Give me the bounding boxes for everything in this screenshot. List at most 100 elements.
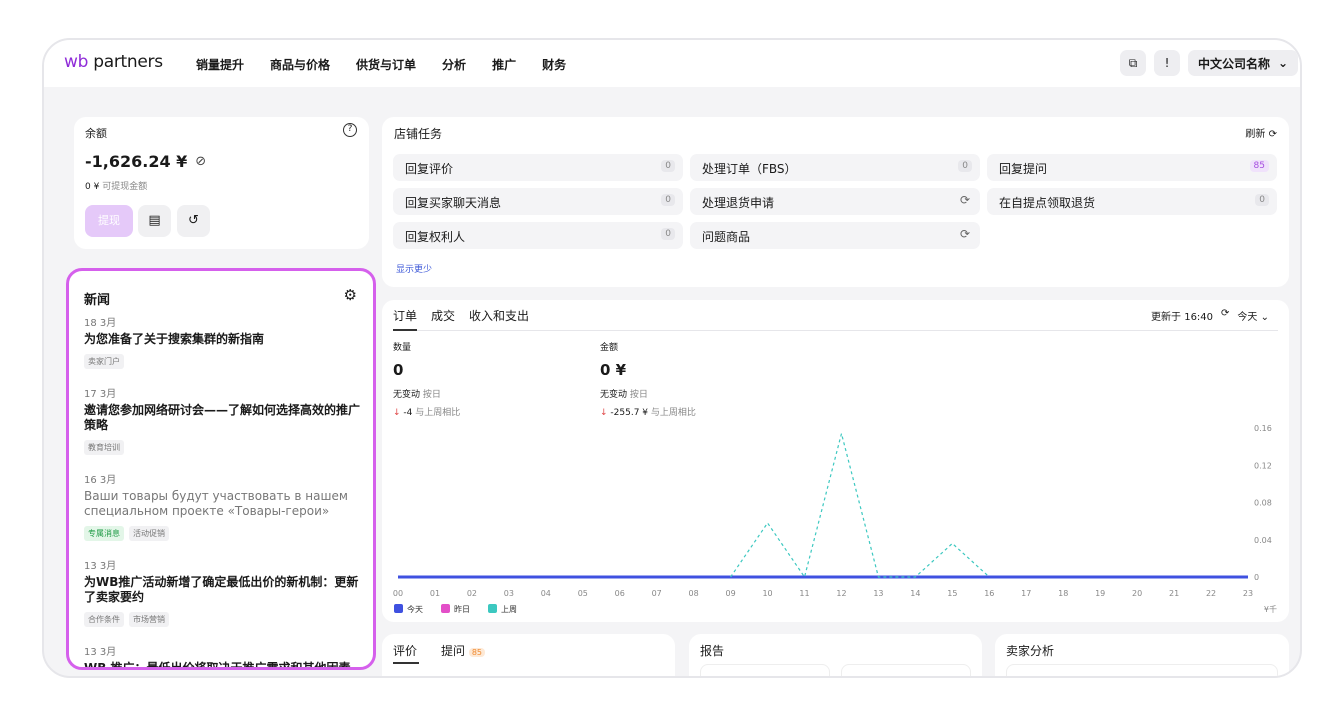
- news-tag[interactable]: 活动促销: [129, 526, 169, 541]
- tab-questions[interactable]: 提问 85: [441, 642, 486, 659]
- nav-item[interactable]: 供货与订单: [356, 58, 417, 72]
- news-item[interactable]: 16 3月 Ваши товары будут участвовать в наш…: [84, 471, 364, 541]
- period-label: 今天: [1237, 312, 1258, 323]
- x-tick-label: 01: [430, 589, 440, 598]
- task-item[interactable]: 回复评价 0: [393, 154, 683, 181]
- task-count-badge: 0: [1255, 194, 1269, 206]
- task-item[interactable]: 回复权利人 0: [393, 222, 683, 249]
- tab-stats[interactable]: 订单: [393, 309, 418, 323]
- task-item[interactable]: 在自提点领取退货 0: [987, 188, 1277, 215]
- news-headline[interactable]: 为您准备了关于搜索集群的新指南: [84, 332, 265, 346]
- legend-checkbox[interactable]: [394, 604, 403, 613]
- news-item[interactable]: 13 3月 WB 推广：最低出价将取决于推广需求和其他因素: [84, 643, 364, 670]
- task-item[interactable]: 处理订单（FBS） 0: [690, 154, 980, 181]
- news-date: 18 3月: [84, 318, 117, 329]
- news-date: 13 3月: [84, 561, 117, 572]
- qty-label: 数量: [393, 343, 412, 353]
- legend-checkbox[interactable]: [488, 604, 497, 613]
- x-tick-label: 15: [947, 589, 957, 598]
- news-title: 新闻: [84, 293, 111, 308]
- task-item[interactable]: 问题商品 ⟳: [690, 222, 980, 249]
- task-count-badge: 0: [661, 228, 675, 240]
- x-tick-label: 12: [836, 589, 846, 598]
- y-tick-label: 0.16: [1254, 424, 1272, 433]
- task-label: 处理退货申请: [702, 196, 775, 210]
- company-selector[interactable]: 中文公司名称 ⌄: [1188, 50, 1299, 76]
- tab-stats[interactable]: 收入和支出: [469, 309, 530, 323]
- x-tick-label: 13: [873, 589, 883, 598]
- x-tick-label: 23: [1243, 589, 1253, 598]
- x-tick-label: 07: [652, 589, 662, 598]
- hide-eye-icon[interactable]: ⊘: [195, 154, 207, 169]
- x-tick-label: 00: [393, 589, 403, 598]
- task-item[interactable]: 处理退货申请 ⟳: [690, 188, 980, 215]
- period-selector[interactable]: 今天 ⌄: [1237, 308, 1269, 323]
- tasks-title: 店铺任务: [394, 127, 443, 141]
- task-count-badge: 0: [661, 160, 675, 172]
- news-tag[interactable]: 合作条件: [84, 612, 124, 627]
- news-tag[interactable]: 教育培训: [84, 440, 124, 455]
- withdraw-button[interactable]: 提现: [85, 205, 133, 237]
- task-count-badge: 0: [958, 160, 972, 172]
- news-item[interactable]: 18 3月为您准备了关于搜索集群的新指南 卖家门户: [84, 314, 364, 369]
- task-label: 回复提问: [999, 162, 1048, 176]
- legend-checkbox[interactable]: [441, 604, 450, 613]
- news-tag[interactable]: 市场营销: [129, 612, 169, 627]
- news-item[interactable]: 17 3月 邀请您参加网络研讨会——了解如何选择高效的推广策略 教育培训: [84, 385, 364, 455]
- legend-label: 上周: [501, 605, 517, 614]
- task-count-badge: 85: [1249, 160, 1269, 172]
- task-label: 在自提点领取退货: [999, 196, 1096, 210]
- nav-item[interactable]: 分析: [442, 58, 467, 72]
- news-tag[interactable]: 专属消息: [84, 526, 124, 541]
- logo[interactable]: wb partners: [64, 52, 163, 72]
- task-item[interactable]: 回复提问 85: [987, 154, 1277, 181]
- news-headline[interactable]: Ваши товары будут участвовать в нашем сп…: [84, 489, 348, 518]
- x-tick-label: 03: [504, 589, 514, 598]
- nav-item[interactable]: 推广: [492, 58, 517, 72]
- nav-item[interactable]: 销量提升: [196, 58, 245, 72]
- news-headline[interactable]: WB 推广：最低出价将取决于推广需求和其他因素: [84, 661, 351, 670]
- task-label: 回复评价: [405, 162, 454, 176]
- news-card: 新闻 ⚙ 18 3月 为您准备了关于搜索集群的新指南 卖家门户 17 3月 邀请您参加网…: [66, 268, 376, 670]
- qty-delta: -4: [403, 408, 413, 418]
- news-tag[interactable]: 卖家门户: [84, 354, 124, 369]
- news-headline[interactable]: 为WB推广活动新增了确定最低出价的新机制：更新了卖家要约: [84, 575, 359, 604]
- main-nav: 销量提升 商品与价格 供货与订单 分析 推广 财务: [196, 56, 592, 73]
- news-item[interactable]: 13 3月为WB推广活动新增了确定最低出价的新机制：更新了卖家要约合作条件 市场营…: [84, 557, 364, 627]
- arrow-down-icon: ↓: [600, 408, 608, 418]
- show-less-link[interactable]: 显示更少: [396, 265, 433, 275]
- arrow-down-icon: ↓: [393, 408, 401, 418]
- x-tick-label: 09: [726, 589, 736, 598]
- series-line-2: [730, 433, 990, 579]
- seller-analytics-title: 卖家分析: [1006, 644, 1055, 658]
- y-tick-label: 0.04: [1254, 536, 1272, 545]
- task-item[interactable]: 回复买家聊天消息 0: [393, 188, 683, 215]
- chat-icon[interactable]: ⧉: [1120, 50, 1146, 76]
- reports-card: 报告: [689, 634, 982, 676]
- amount-label: 金额: [600, 343, 619, 353]
- nav-item[interactable]: 商品与价格: [270, 58, 331, 72]
- settings-gear-icon[interactable]: ⚙: [343, 286, 357, 304]
- tab-stats[interactable]: 成交: [431, 309, 456, 323]
- app-window: wb partners 销量提升 商品与价格 供货与订单 分析 推广 财务 ⧉ ! 中文公…: [42, 38, 1302, 678]
- task-label: 回复权利人: [405, 230, 466, 244]
- task-count-badge: 0: [661, 194, 675, 206]
- news-list: 18 3月 为您准备了关于搜索集群的新指南 卖家门户 17 3月 邀请您参加网络研讨会—…: [84, 314, 364, 670]
- x-tick-label: 20: [1132, 589, 1142, 598]
- x-tick-label: 10: [762, 589, 772, 598]
- refresh-icon: ⟳: [1268, 129, 1277, 140]
- history-icon[interactable]: ↺: [177, 205, 210, 237]
- document-icon[interactable]: ▤: [138, 205, 171, 237]
- tab-reviews[interactable]: 评价: [393, 644, 418, 658]
- refresh-icon[interactable]: ⟳: [959, 227, 970, 241]
- nav-item[interactable]: 财务: [542, 58, 567, 72]
- refresh-icon[interactable]: ⟳: [959, 193, 970, 207]
- refresh-icon[interactable]: ⟳: [1221, 308, 1230, 319]
- company-name: 中文公司名称: [1198, 56, 1271, 71]
- help-icon[interactable]: ?: [343, 123, 357, 137]
- balance-amount: -1,626.24 ¥: [85, 152, 188, 171]
- news-headline[interactable]: 邀请您参加网络研讨会——了解如何选择高效的推广策略: [84, 403, 361, 432]
- support-icon[interactable]: !: [1154, 50, 1180, 76]
- qty-value: 0: [393, 361, 404, 379]
- refresh-button[interactable]: 刷新 ⟳: [1245, 125, 1277, 140]
